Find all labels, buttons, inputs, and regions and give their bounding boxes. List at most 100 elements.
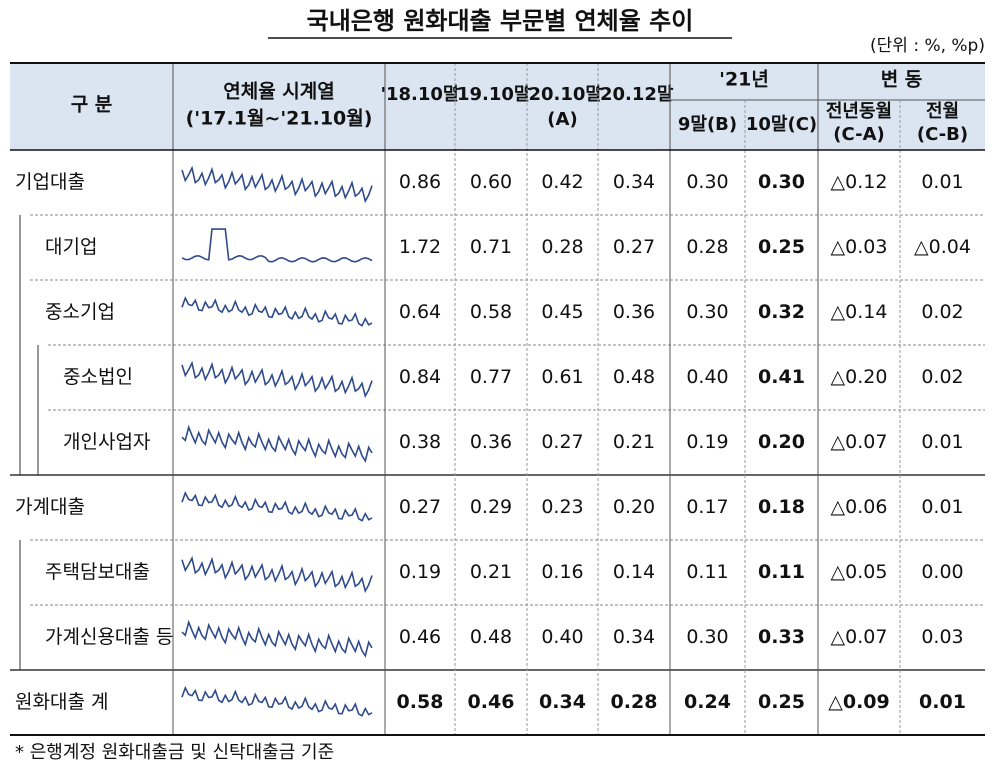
header-period: '20.12말 — [594, 84, 673, 105]
cell-value: 0.11 — [758, 561, 805, 583]
row-label: 기업대출 — [15, 171, 85, 193]
header-change: 변 동 — [881, 69, 923, 91]
cell-value: 0.40 — [686, 366, 728, 388]
cell-value: 0.86 — [399, 171, 441, 193]
cell-value: 0.14 — [613, 561, 655, 583]
cell-value: 0.21 — [470, 561, 512, 583]
sparkline — [181, 165, 373, 204]
cell-value: 1.72 — [399, 236, 441, 258]
cell-value: △0.09 — [828, 691, 890, 713]
cell-value: 0.61 — [541, 366, 583, 388]
cell-value: 0.71 — [470, 236, 512, 258]
cell-value: 0.34 — [613, 171, 655, 193]
sparkline — [181, 360, 373, 399]
cell-value: 0.58 — [470, 301, 512, 323]
row-label: 개인사업자 — [63, 431, 150, 453]
cell-value: △0.14 — [831, 301, 888, 323]
sparkline — [181, 685, 373, 717]
cell-value: 0.84 — [399, 366, 441, 388]
cell-value: 0.28 — [686, 236, 728, 258]
cell-value: △0.07 — [831, 431, 888, 453]
cell-value: 0.29 — [470, 496, 512, 518]
header-series: 연체율 시계열 — [223, 81, 335, 103]
cell-value: 0.48 — [470, 626, 512, 648]
cell-value: 0.33 — [758, 626, 805, 648]
cell-value: 0.60 — [470, 171, 512, 193]
cell-value: 0.28 — [541, 236, 583, 258]
cell-value: 0.01 — [921, 171, 963, 193]
header-period: '20.10말 — [523, 84, 602, 105]
cell-value: 0.20 — [758, 431, 805, 453]
header-year: '21년 — [719, 69, 769, 91]
header-series: ('17.1월~'21.10월) — [186, 108, 373, 130]
cell-value: 0.23 — [541, 496, 583, 518]
cell-value: 0.20 — [613, 496, 655, 518]
row-label: 주택담보대출 — [45, 561, 150, 583]
sparkline — [181, 228, 373, 263]
cell-value: 0.27 — [399, 496, 441, 518]
cell-value: 0.64 — [399, 301, 441, 323]
cell-value: 0.02 — [921, 301, 963, 323]
cell-value: 0.27 — [541, 431, 583, 453]
cell-value: △0.12 — [831, 171, 888, 193]
header-period: '18.10말 — [380, 84, 459, 105]
cell-value: 0.58 — [397, 691, 444, 713]
cell-value: 0.28 — [611, 691, 658, 713]
cell-value: 0.40 — [541, 626, 583, 648]
cell-value: △0.03 — [831, 236, 888, 258]
cell-value: 0.25 — [758, 691, 805, 713]
cell-value: 0.17 — [686, 496, 728, 518]
header-year-col: 10말(C) — [746, 114, 817, 135]
sparkline — [181, 619, 373, 658]
sparkline — [181, 424, 373, 464]
header-change-col: (C-A) — [833, 124, 884, 145]
cell-value: 0.01 — [921, 496, 963, 518]
unit: (단위 : %, %p) — [870, 36, 985, 56]
cell-value: 0.00 — [921, 561, 963, 583]
cell-value: 0.18 — [758, 496, 805, 518]
cell-value: 0.32 — [758, 301, 805, 323]
header-change-col: 전년동월 — [826, 101, 892, 122]
cell-value: 0.34 — [539, 691, 586, 713]
row-label: 중소법인 — [63, 366, 133, 388]
title: 국내은행 원화대출 부문별 연체율 추이 — [307, 7, 694, 35]
cell-value: 0.24 — [684, 691, 731, 713]
cell-value: 0.30 — [758, 171, 805, 193]
row-label: 가계신용대출 등 — [45, 626, 173, 648]
header-period: (A) — [547, 109, 577, 130]
header-year-col: 9말(B) — [678, 114, 737, 135]
row-label: 원화대출 계 — [15, 691, 108, 713]
cell-value: 0.30 — [686, 301, 728, 323]
sparkline — [181, 555, 373, 594]
cell-value: 0.46 — [468, 691, 515, 713]
row-label: 가계대출 — [15, 496, 85, 518]
row-label: 중소기업 — [45, 301, 115, 323]
cell-value: 0.02 — [921, 366, 963, 388]
cell-value: 0.77 — [470, 366, 512, 388]
cell-value: △0.05 — [831, 561, 888, 583]
cell-value: 0.19 — [686, 431, 728, 453]
cell-value: 0.46 — [399, 626, 441, 648]
cell-value: 0.36 — [470, 431, 512, 453]
cell-value: 0.36 — [613, 301, 655, 323]
cell-value: 0.30 — [686, 171, 728, 193]
cell-value: △0.20 — [831, 366, 888, 388]
cell-value: △0.04 — [914, 236, 971, 258]
sparkline — [181, 491, 373, 522]
cell-value: 0.27 — [613, 236, 655, 258]
cell-value: 0.19 — [399, 561, 441, 583]
header-category: 구 분 — [71, 94, 113, 116]
cell-value: 0.38 — [399, 431, 441, 453]
cell-value: 0.01 — [921, 431, 963, 453]
cell-value: 0.34 — [613, 626, 655, 648]
row-label: 대기업 — [45, 236, 97, 258]
cell-value: 0.03 — [921, 626, 963, 648]
header-change-col: (C-B) — [917, 124, 968, 145]
header-change-col: 전월 — [926, 101, 959, 122]
cell-value: 0.48 — [613, 366, 655, 388]
cell-value: 0.41 — [758, 366, 805, 388]
header-period: '19.10말 — [451, 84, 530, 105]
cell-value: 0.45 — [541, 301, 583, 323]
cell-value: 0.11 — [686, 561, 728, 583]
